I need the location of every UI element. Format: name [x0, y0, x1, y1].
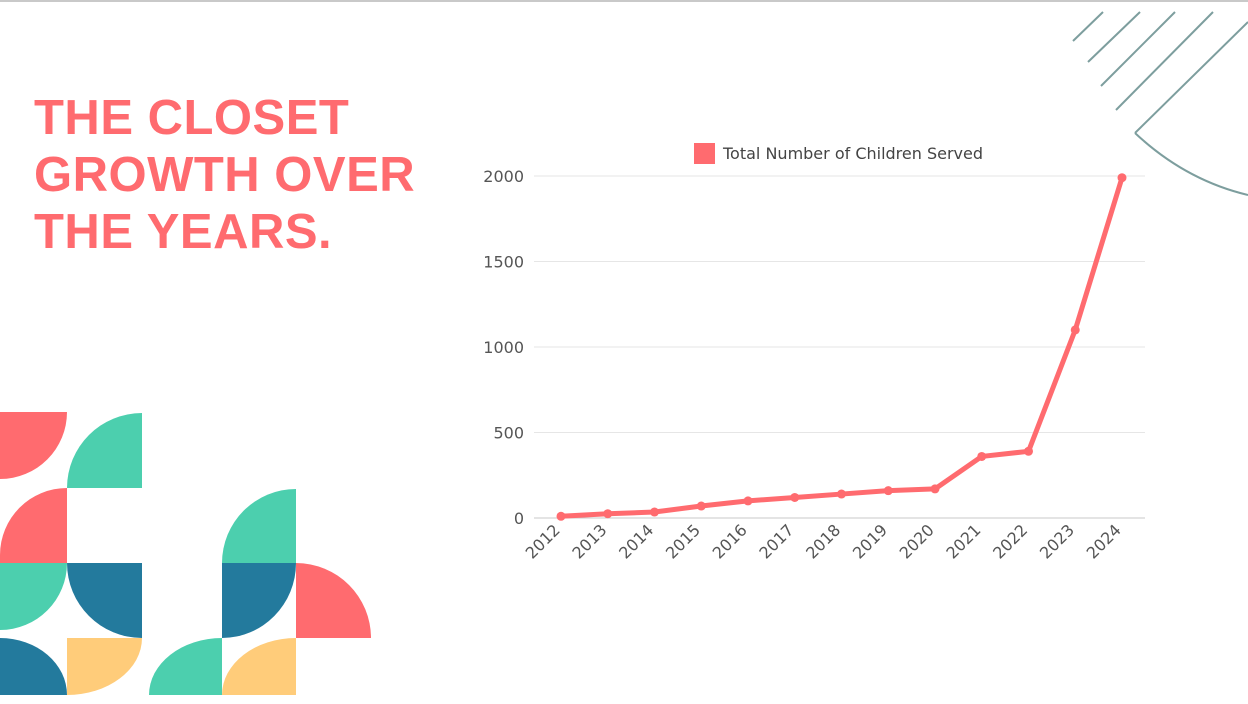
x-tick-label: 2023 — [1036, 520, 1078, 562]
x-tick-label: 2019 — [849, 520, 891, 562]
x-tick-label: 2024 — [1083, 520, 1125, 562]
diagonal-line — [1115, 11, 1214, 111]
y-tick-label: 2000 — [483, 167, 524, 186]
legend-label: Total Number of Children Served — [722, 144, 983, 163]
data-point — [743, 496, 753, 506]
x-tick-label: 2013 — [568, 520, 610, 562]
slide-title: THE CLOSET GROWTH OVER THE YEARS. — [34, 90, 415, 261]
data-point — [650, 507, 659, 517]
data-point — [977, 451, 987, 461]
blue-quarter-shape — [67, 563, 142, 638]
title-line-1: THE CLOSET — [34, 91, 350, 145]
teal-quarter-shape — [149, 638, 222, 695]
title-line-2: GROWTH OVER — [34, 148, 416, 202]
x-tick-label: 2021 — [942, 520, 984, 562]
data-point — [1117, 173, 1127, 183]
x-tick-label: 2017 — [755, 520, 797, 562]
data-point — [1024, 446, 1033, 456]
x-tick-label: 2014 — [615, 520, 657, 562]
y-tick-label: 1500 — [483, 253, 524, 272]
y-tick-label: 0 — [514, 509, 524, 528]
yellow-quarter-shape — [222, 638, 296, 695]
legend-swatch — [694, 143, 715, 164]
title-line-3: THE YEARS. — [34, 205, 333, 259]
x-tick-label: 2015 — [662, 520, 704, 562]
data-point — [603, 509, 613, 519]
y-tick-label: 500 — [493, 424, 524, 443]
yellow-quarter-shape — [67, 638, 142, 695]
data-point — [930, 484, 940, 494]
y-tick-label: 1000 — [483, 338, 524, 357]
teal-quarter-shape — [0, 563, 67, 630]
diagonal-line — [1072, 11, 1104, 42]
x-tick-label: 2018 — [802, 520, 844, 562]
diagonal-line — [1087, 11, 1141, 63]
x-tick-label: 2016 — [709, 520, 751, 562]
x-tick-label: 2020 — [896, 520, 938, 562]
coral-quarter-shape — [0, 488, 67, 563]
data-point — [696, 501, 706, 511]
coral-quarter-shape — [0, 412, 67, 479]
x-tick-label: 2022 — [989, 520, 1031, 562]
blue-quarter-shape — [0, 638, 67, 695]
teal-quarter-shape — [67, 413, 142, 488]
teal-quarter-shape — [222, 489, 296, 563]
data-point — [837, 489, 846, 499]
data-point — [790, 492, 800, 502]
data-point — [883, 486, 893, 496]
diagonal-line — [1100, 11, 1176, 87]
data-point — [556, 511, 566, 521]
top-border — [0, 0, 1248, 2]
decorative-arc — [1134, 21, 1248, 196]
blue-quarter-shape — [222, 563, 296, 638]
data-point — [1070, 325, 1080, 335]
x-tick-label: 2012 — [522, 520, 564, 562]
coral-quarter-shape — [296, 563, 371, 638]
